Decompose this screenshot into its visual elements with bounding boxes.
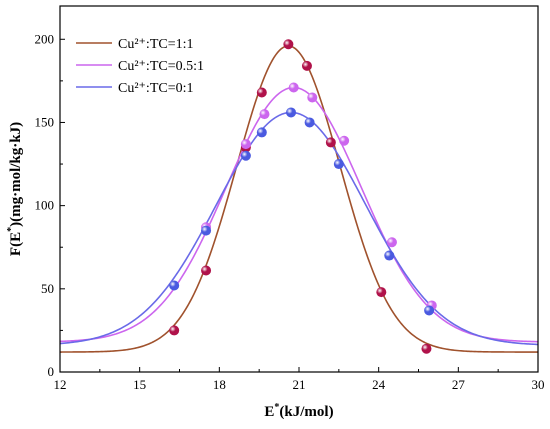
y-tick-label: 100: [35, 198, 55, 213]
fit-curve-3: [59, 111, 539, 346]
data-point: [259, 109, 270, 120]
x-axis-ticks: 12 15 18 21 24 27 30: [54, 367, 545, 392]
y-tick-label: 0: [48, 364, 55, 379]
data-points: [169, 39, 437, 354]
legend-entry: Cu²⁺:TC=0:1: [118, 81, 194, 96]
data-point: [325, 137, 336, 148]
data-point: [169, 280, 180, 291]
data-point: [201, 225, 212, 236]
legend-entry: Cu²⁺:TC=0.5:1: [118, 59, 204, 74]
data-point: [424, 305, 435, 316]
fit-curve-1: [60, 45, 538, 353]
y-tick-label: 50: [41, 281, 54, 296]
data-point: [386, 237, 397, 248]
svg-text:F(E*)(mg·mol/kg·kJ): F(E*)(mg·mol/kg·kJ): [6, 122, 24, 256]
legend-entry: Cu²⁺:TC=1:1: [118, 37, 194, 52]
y-axis-title: F(E*)(mg·mol/kg·kJ): [6, 122, 24, 256]
x-tick-label: 18: [213, 377, 226, 392]
data-point: [201, 265, 212, 276]
data-point: [421, 343, 432, 354]
legend: Cu²⁺:TC=1:1 Cu²⁺:TC=0.5:1 Cu²⁺:TC=0:1: [76, 37, 204, 96]
data-point: [304, 117, 315, 128]
x-axis-title: E*(kJ/mol): [264, 402, 333, 420]
data-point: [376, 287, 387, 298]
fit-curve-2: [59, 86, 539, 343]
data-point: [256, 127, 267, 138]
data-point: [307, 92, 318, 103]
data-point: [283, 39, 294, 50]
y-tick-label: 150: [35, 114, 55, 129]
x-tick-label: 12: [54, 377, 67, 392]
x-tick-label: 27: [452, 377, 466, 392]
x-tick-label: 30: [532, 377, 545, 392]
data-point: [286, 107, 297, 118]
x-tick-label: 21: [293, 377, 306, 392]
data-point: [240, 139, 251, 150]
data-point: [333, 159, 344, 170]
data-point: [339, 135, 350, 146]
data-point: [288, 82, 299, 93]
y-tick-label: 200: [35, 31, 55, 46]
data-point: [240, 150, 251, 161]
svg-text:E*(kJ/mol): E*(kJ/mol): [264, 402, 333, 420]
data-point: [169, 325, 180, 336]
fit-curves: [59, 45, 539, 353]
y-axis-ticks: 0 50 100 150 200: [35, 31, 65, 379]
x-tick-label: 24: [372, 377, 386, 392]
x-tick-label: 15: [133, 377, 146, 392]
data-point: [384, 250, 395, 261]
data-point: [256, 87, 267, 98]
data-point: [301, 60, 312, 71]
